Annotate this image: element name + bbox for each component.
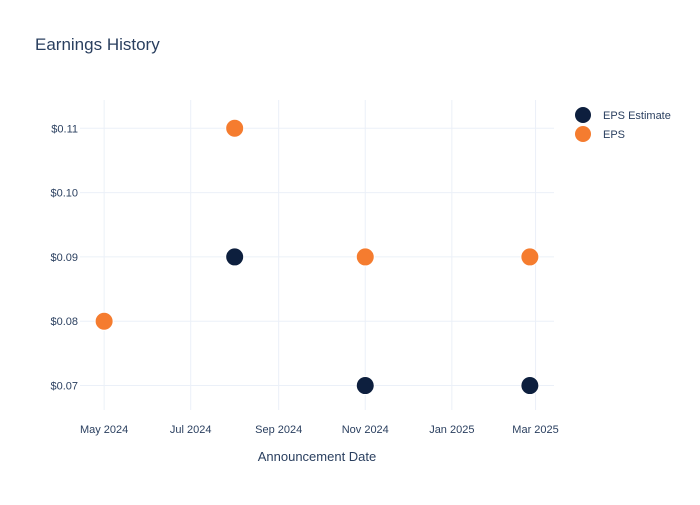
y-tick-label: $0.09 bbox=[50, 252, 78, 264]
x-tick-label: Jan 2025 bbox=[429, 424, 474, 436]
x-axis-title: Announcement Date bbox=[258, 449, 377, 464]
data-point[interactable] bbox=[225, 247, 245, 267]
grid-layer bbox=[80, 100, 554, 410]
data-point[interactable] bbox=[520, 376, 540, 396]
legend-item[interactable]: EPS bbox=[575, 126, 625, 142]
chart-title: Earnings History bbox=[35, 35, 160, 54]
legend-item[interactable]: EPS Estimate bbox=[575, 107, 671, 123]
y-tick-label: $0.08 bbox=[50, 316, 78, 328]
series-eps bbox=[94, 118, 540, 331]
x-tick-label: May 2024 bbox=[80, 424, 128, 436]
legend-marker bbox=[575, 107, 591, 123]
y-tick-label: $0.10 bbox=[50, 188, 78, 200]
y-tick-label: $0.07 bbox=[50, 381, 78, 393]
data-points bbox=[94, 118, 540, 396]
data-point[interactable] bbox=[520, 247, 540, 267]
legend[interactable]: EPS Estimate EPS bbox=[575, 107, 671, 142]
x-tick-label: Sep 2024 bbox=[255, 424, 302, 436]
legend-label: EPS bbox=[603, 129, 625, 141]
x-tick-label: Nov 2024 bbox=[342, 424, 389, 436]
data-point[interactable] bbox=[225, 118, 245, 138]
legend-label: EPS Estimate bbox=[603, 110, 671, 122]
data-point[interactable] bbox=[355, 376, 375, 396]
y-tick-label: $0.11 bbox=[51, 123, 78, 135]
x-tick-label: Mar 2025 bbox=[512, 424, 558, 436]
tick-labels: May 2024 Jul 2024 Sep 2024 Nov 2024 Jan 2025… bbox=[50, 123, 558, 436]
data-point[interactable] bbox=[94, 311, 114, 331]
x-tick-label: Jul 2024 bbox=[170, 424, 212, 436]
data-point[interactable] bbox=[355, 247, 375, 267]
legend-marker bbox=[575, 126, 591, 142]
